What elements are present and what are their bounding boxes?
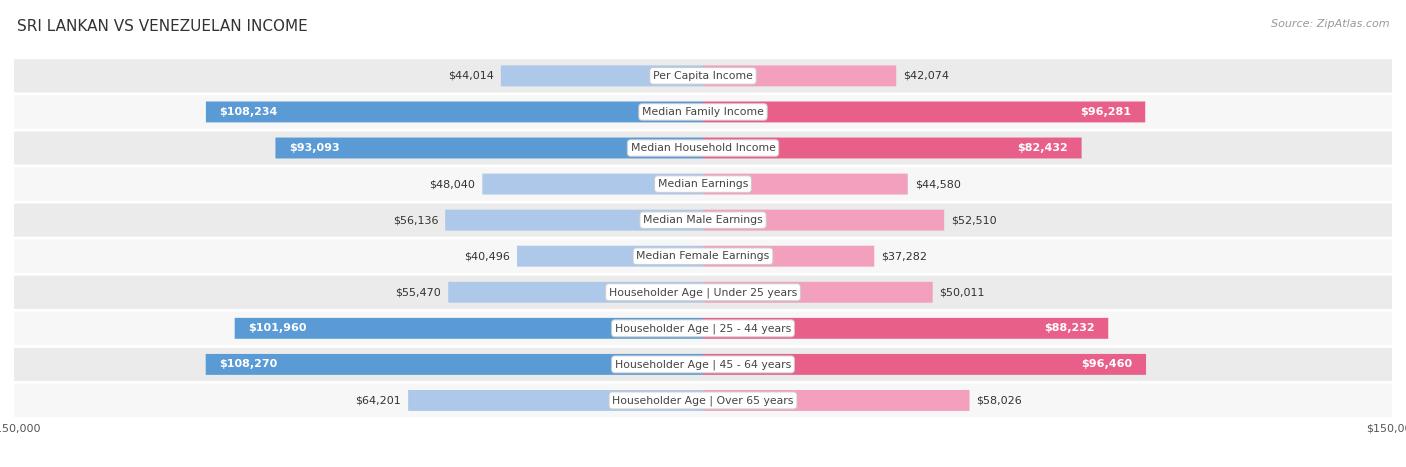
Text: $56,136: $56,136: [392, 215, 439, 225]
Text: Median Female Earnings: Median Female Earnings: [637, 251, 769, 261]
Text: $52,510: $52,510: [950, 215, 997, 225]
Text: $101,960: $101,960: [249, 323, 307, 333]
Text: $64,201: $64,201: [356, 396, 401, 405]
FancyBboxPatch shape: [517, 246, 703, 267]
Text: $108,234: $108,234: [219, 107, 278, 117]
FancyBboxPatch shape: [703, 174, 908, 195]
Text: Median Household Income: Median Household Income: [630, 143, 776, 153]
Text: Median Earnings: Median Earnings: [658, 179, 748, 189]
Text: Median Male Earnings: Median Male Earnings: [643, 215, 763, 225]
Text: $88,232: $88,232: [1043, 323, 1094, 333]
FancyBboxPatch shape: [205, 354, 703, 375]
Text: Householder Age | Under 25 years: Householder Age | Under 25 years: [609, 287, 797, 297]
FancyBboxPatch shape: [703, 318, 1108, 339]
Text: SRI LANKAN VS VENEZUELAN INCOME: SRI LANKAN VS VENEZUELAN INCOME: [17, 19, 308, 34]
FancyBboxPatch shape: [703, 246, 875, 267]
FancyBboxPatch shape: [4, 276, 1402, 309]
Text: Source: ZipAtlas.com: Source: ZipAtlas.com: [1271, 19, 1389, 28]
FancyBboxPatch shape: [4, 312, 1402, 345]
FancyBboxPatch shape: [4, 348, 1402, 381]
Text: $93,093: $93,093: [290, 143, 340, 153]
FancyBboxPatch shape: [703, 390, 970, 411]
FancyBboxPatch shape: [449, 282, 703, 303]
Text: Per Capita Income: Per Capita Income: [652, 71, 754, 81]
Text: $58,026: $58,026: [976, 396, 1022, 405]
FancyBboxPatch shape: [205, 101, 703, 122]
FancyBboxPatch shape: [4, 240, 1402, 273]
FancyBboxPatch shape: [4, 95, 1402, 128]
FancyBboxPatch shape: [703, 101, 1146, 122]
FancyBboxPatch shape: [276, 138, 703, 158]
FancyBboxPatch shape: [703, 65, 896, 86]
FancyBboxPatch shape: [408, 390, 703, 411]
FancyBboxPatch shape: [703, 210, 945, 231]
FancyBboxPatch shape: [4, 131, 1402, 164]
Text: $48,040: $48,040: [430, 179, 475, 189]
Text: $44,580: $44,580: [915, 179, 960, 189]
Text: $108,270: $108,270: [219, 360, 278, 369]
FancyBboxPatch shape: [501, 65, 703, 86]
FancyBboxPatch shape: [703, 354, 1146, 375]
Text: Householder Age | 45 - 64 years: Householder Age | 45 - 64 years: [614, 359, 792, 370]
FancyBboxPatch shape: [703, 138, 1081, 158]
Text: Median Family Income: Median Family Income: [643, 107, 763, 117]
FancyBboxPatch shape: [4, 168, 1402, 201]
FancyBboxPatch shape: [4, 204, 1402, 237]
FancyBboxPatch shape: [235, 318, 703, 339]
Text: $82,432: $82,432: [1017, 143, 1067, 153]
Text: $42,074: $42,074: [903, 71, 949, 81]
FancyBboxPatch shape: [703, 282, 932, 303]
Text: Householder Age | 25 - 44 years: Householder Age | 25 - 44 years: [614, 323, 792, 333]
FancyBboxPatch shape: [446, 210, 703, 231]
Text: $96,460: $96,460: [1081, 360, 1132, 369]
Text: $50,011: $50,011: [939, 287, 986, 297]
FancyBboxPatch shape: [4, 59, 1402, 92]
Text: $37,282: $37,282: [882, 251, 927, 261]
Text: $40,496: $40,496: [464, 251, 510, 261]
Text: $96,281: $96,281: [1080, 107, 1132, 117]
Text: $44,014: $44,014: [449, 71, 494, 81]
Text: Householder Age | Over 65 years: Householder Age | Over 65 years: [612, 395, 794, 406]
FancyBboxPatch shape: [482, 174, 703, 195]
Text: $55,470: $55,470: [395, 287, 441, 297]
FancyBboxPatch shape: [4, 384, 1402, 417]
